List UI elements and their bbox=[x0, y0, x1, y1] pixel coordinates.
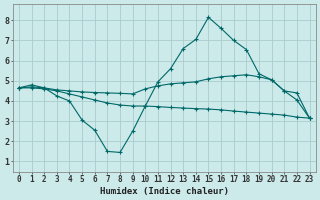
X-axis label: Humidex (Indice chaleur): Humidex (Indice chaleur) bbox=[100, 187, 229, 196]
